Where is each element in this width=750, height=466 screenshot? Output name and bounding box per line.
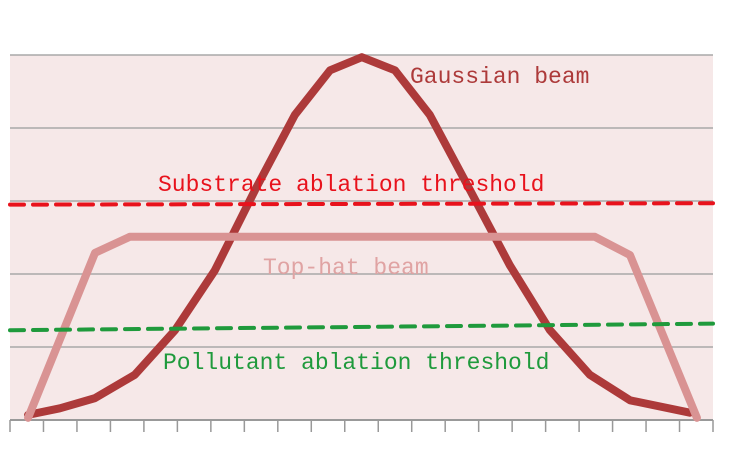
series-label: Pollutant ablation threshold — [163, 350, 549, 376]
series-line — [24, 232, 701, 422]
series-label: Substrate ablation threshold — [158, 172, 544, 198]
series-label: Top-hat beam — [263, 255, 429, 281]
series-line — [8, 321, 715, 333]
series-line — [24, 53, 694, 419]
series-line — [8, 201, 715, 207]
series-label: Gaussian beam — [410, 64, 589, 90]
